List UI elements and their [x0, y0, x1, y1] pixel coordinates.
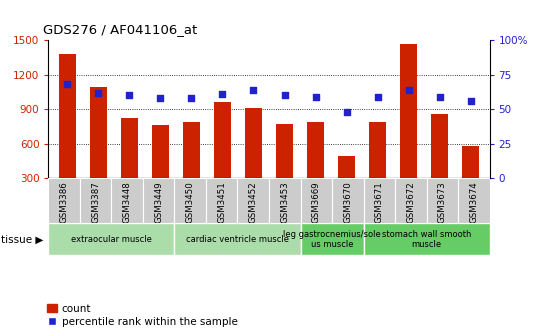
Text: cardiac ventricle muscle: cardiac ventricle muscle: [186, 235, 289, 244]
Bar: [174, 178, 206, 223]
Point: [218, 91, 226, 97]
Bar: [269, 178, 301, 223]
Text: GSM3449: GSM3449: [154, 182, 163, 223]
Bar: [90, 87, 107, 213]
Text: GSM3452: GSM3452: [249, 182, 258, 223]
Bar: [301, 178, 332, 223]
Bar: [59, 54, 76, 213]
Bar: [111, 178, 143, 223]
Point: [63, 82, 72, 87]
Text: extraocular muscle: extraocular muscle: [71, 235, 152, 244]
Bar: [458, 178, 490, 223]
Point: [373, 94, 382, 99]
Bar: [214, 102, 231, 213]
Bar: [48, 223, 174, 255]
Point: [125, 93, 133, 98]
Text: GDS276 / AF041106_at: GDS276 / AF041106_at: [43, 24, 197, 37]
Bar: [143, 178, 174, 223]
Point: [405, 87, 413, 93]
Bar: [183, 122, 200, 213]
Text: GSM3450: GSM3450: [186, 182, 195, 223]
Bar: [301, 223, 364, 255]
Point: [249, 87, 258, 93]
Text: GSM3453: GSM3453: [280, 182, 289, 223]
Text: GSM3386: GSM3386: [60, 182, 69, 223]
Bar: [332, 178, 364, 223]
Bar: [427, 178, 458, 223]
Bar: [206, 178, 237, 223]
Text: GSM3672: GSM3672: [406, 182, 415, 223]
Point: [280, 93, 289, 98]
Text: GSM3387: GSM3387: [91, 182, 100, 223]
Text: GSM3451: GSM3451: [217, 182, 226, 223]
Text: GSM3448: GSM3448: [123, 182, 132, 223]
Bar: [237, 178, 269, 223]
Bar: [462, 146, 479, 213]
Text: leg gastrocnemius/sole
us muscle: leg gastrocnemius/sole us muscle: [283, 230, 381, 249]
Bar: [174, 223, 301, 255]
Bar: [152, 125, 169, 213]
Text: GSM3671: GSM3671: [375, 182, 384, 223]
Point: [312, 94, 320, 99]
Bar: [395, 178, 427, 223]
Point: [156, 95, 165, 101]
Legend: count, percentile rank within the sample: count, percentile rank within the sample: [43, 299, 242, 331]
Bar: [245, 108, 262, 213]
Bar: [431, 114, 448, 213]
Bar: [400, 44, 417, 213]
Text: GSM3674: GSM3674: [469, 182, 478, 223]
Bar: [80, 178, 111, 223]
Bar: [369, 122, 386, 213]
Bar: [307, 122, 324, 213]
Text: tissue ▶: tissue ▶: [1, 235, 44, 244]
Bar: [121, 118, 138, 213]
Point: [94, 90, 102, 95]
Bar: [338, 156, 355, 213]
Text: GSM3673: GSM3673: [438, 182, 447, 223]
Point: [187, 95, 196, 101]
Point: [466, 98, 475, 103]
Bar: [276, 124, 293, 213]
Text: stomach wall smooth
muscle: stomach wall smooth muscle: [382, 230, 471, 249]
Bar: [48, 178, 80, 223]
Bar: [364, 178, 395, 223]
Text: GSM3670: GSM3670: [343, 182, 352, 223]
Bar: [364, 223, 490, 255]
Point: [342, 109, 351, 115]
Point: [436, 94, 444, 99]
Text: GSM3669: GSM3669: [312, 182, 321, 223]
